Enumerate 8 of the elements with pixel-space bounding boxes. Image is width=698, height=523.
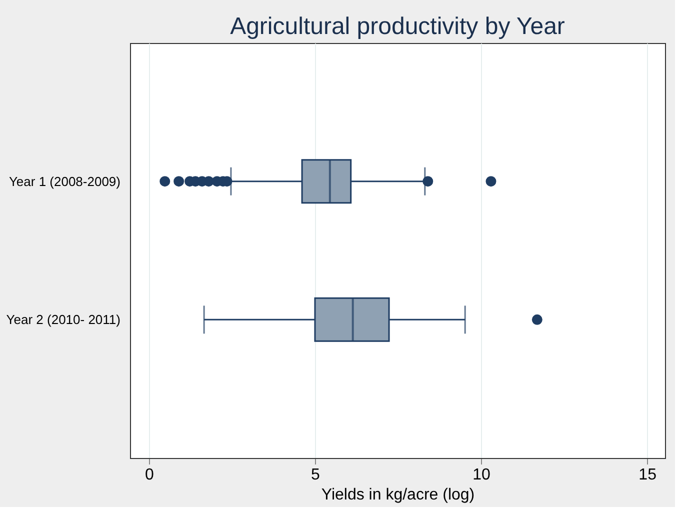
x-tick-label: 0 [144, 466, 154, 484]
chart-title: Agricultural productivity by Year [230, 13, 565, 40]
y-tick-label: Year 2 (2010- 2011) [6, 312, 120, 328]
x-axis-title: Yields in kg/acre (log) [321, 486, 475, 504]
x-tick-label: 15 [638, 466, 657, 484]
x-tick-label: 10 [472, 466, 491, 484]
x-tick-label: 5 [311, 466, 320, 484]
y-tick-label: Year 1 (2008-2009) [8, 174, 120, 189]
